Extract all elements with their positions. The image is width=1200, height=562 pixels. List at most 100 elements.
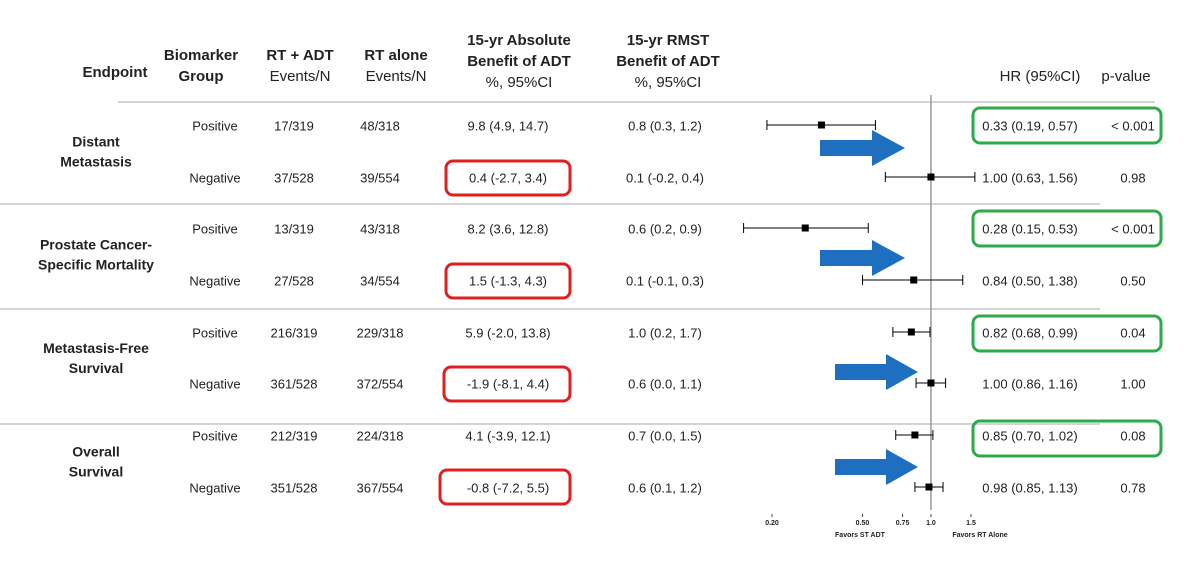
cell: Positive: [192, 325, 238, 340]
cell: < 0.001: [1111, 118, 1155, 133]
red-box: [444, 159, 572, 197]
cell: 212/319: [271, 428, 318, 443]
cell: 4.1 (-3.9, 12.1): [465, 428, 550, 443]
hr-label: 0.84 (0.50, 1.38): [982, 273, 1077, 288]
arrows: [820, 130, 918, 485]
cell: Positive: [192, 221, 238, 236]
group-label: Distant: [72, 134, 120, 150]
x-tick-label: 0.20: [765, 520, 779, 527]
header: Endpoint: [83, 64, 148, 81]
cell: 0.8 (0.3, 1.2): [628, 118, 702, 133]
red-box: [442, 365, 572, 403]
header: 15-yr RMST: [627, 32, 710, 49]
cell: 1.5 (-1.3, 4.3): [469, 273, 547, 288]
green-box: [971, 209, 1163, 248]
arrow: [835, 449, 918, 485]
cell: 0.1 (-0.2, 0.4): [626, 170, 704, 185]
group-label: Specific Mortality: [38, 257, 154, 273]
x-tick-label: 0.75: [896, 520, 910, 527]
x-tick-label: 0.50: [856, 520, 870, 527]
cell: 0.04: [1120, 325, 1145, 340]
cell: 0.6 (0.2, 0.9): [628, 221, 702, 236]
arrow: [820, 240, 905, 276]
hr-point: [801, 224, 809, 232]
cell: 1.0 (0.2, 1.7): [628, 325, 702, 340]
cell: 37/528: [274, 170, 314, 185]
cell: 0.1 (-0.1, 0.3): [626, 273, 704, 288]
header: Benefit of ADT: [616, 53, 720, 70]
cell: Negative: [189, 273, 240, 288]
hr-label: 0.28 (0.15, 0.53): [982, 221, 1077, 236]
cell: 1.00: [1120, 376, 1145, 391]
cell: 0.6 (0.0, 1.1): [628, 376, 702, 391]
hr-point: [925, 483, 933, 491]
hr-point: [911, 431, 919, 439]
hr-label: 0.98 (0.85, 1.13): [982, 480, 1077, 495]
cell: 224/318: [357, 428, 404, 443]
hr-label: 1.00 (0.86, 1.16): [982, 376, 1077, 391]
cell: 0.08: [1120, 428, 1145, 443]
cell: 39/554: [360, 170, 400, 185]
hr-point: [927, 173, 935, 181]
group-label: Overall: [72, 444, 119, 460]
arrow: [820, 130, 905, 166]
group-label: Prostate Cancer-: [40, 237, 152, 253]
cell: 0.78: [1120, 480, 1145, 495]
header: RT + ADT: [266, 47, 333, 64]
cell: 372/554: [357, 376, 404, 391]
x-label-right: Favors RT Alone: [952, 532, 1007, 539]
cell: 0.4 (-2.7, 3.4): [469, 170, 547, 185]
header: Group: [179, 68, 224, 85]
hr-point: [907, 328, 915, 336]
cell: Positive: [192, 428, 238, 443]
group-label: Survival: [69, 360, 123, 376]
cell: Positive: [192, 118, 238, 133]
cell: 351/528: [271, 480, 318, 495]
header: Benefit of ADT: [467, 53, 571, 70]
group-label: Metastasis-Free: [43, 340, 149, 356]
header: HR (95%CI): [1000, 68, 1081, 85]
x-tick-label: 1.0: [926, 520, 936, 527]
cell: 48/318: [360, 118, 400, 133]
cell: 43/318: [360, 221, 400, 236]
cell: < 0.001: [1111, 221, 1155, 236]
hr-label: 0.33 (0.19, 0.57): [982, 118, 1077, 133]
cell: 0.6 (0.1, 1.2): [628, 480, 702, 495]
cell: 216/319: [271, 325, 318, 340]
cell: 13/319: [274, 221, 314, 236]
cell: 367/554: [357, 480, 404, 495]
green-box: [971, 419, 1163, 458]
red-box: [438, 468, 572, 506]
cell: 5.9 (-2.0, 13.8): [465, 325, 550, 340]
hr-point: [927, 379, 935, 387]
cell: 0.98: [1120, 170, 1145, 185]
header: Biomarker: [164, 47, 238, 64]
cell: Negative: [189, 376, 240, 391]
header: RT alone: [364, 47, 427, 64]
header: %, 95%CI: [635, 74, 702, 91]
cell: 0.50: [1120, 273, 1145, 288]
group-label: Survival: [69, 464, 123, 480]
hr-point: [910, 276, 918, 284]
header: p-value: [1101, 68, 1150, 85]
header: 15-yr Absolute: [467, 32, 571, 49]
cell: Negative: [189, 480, 240, 495]
cell: Negative: [189, 170, 240, 185]
hr-point: [817, 121, 825, 129]
header: Events/N: [270, 68, 331, 85]
cell: 17/319: [274, 118, 314, 133]
x-tick-label: 1.5: [966, 520, 976, 527]
cell: 27/528: [274, 273, 314, 288]
cell: 361/528: [271, 376, 318, 391]
header: Events/N: [366, 68, 427, 85]
header: %, 95%CI: [486, 74, 553, 91]
cell: 34/554: [360, 273, 400, 288]
green-box: [971, 314, 1163, 353]
cell: -1.9 (-8.1, 4.4): [467, 376, 549, 391]
hr-label: 1.00 (0.63, 1.56): [982, 170, 1077, 185]
hr-label: 0.85 (0.70, 1.02): [982, 428, 1077, 443]
cell: 9.8 (4.9, 14.7): [468, 118, 549, 133]
x-label-left: Favors ST ADT: [835, 532, 886, 539]
cell: 0.7 (0.0, 1.5): [628, 428, 702, 443]
